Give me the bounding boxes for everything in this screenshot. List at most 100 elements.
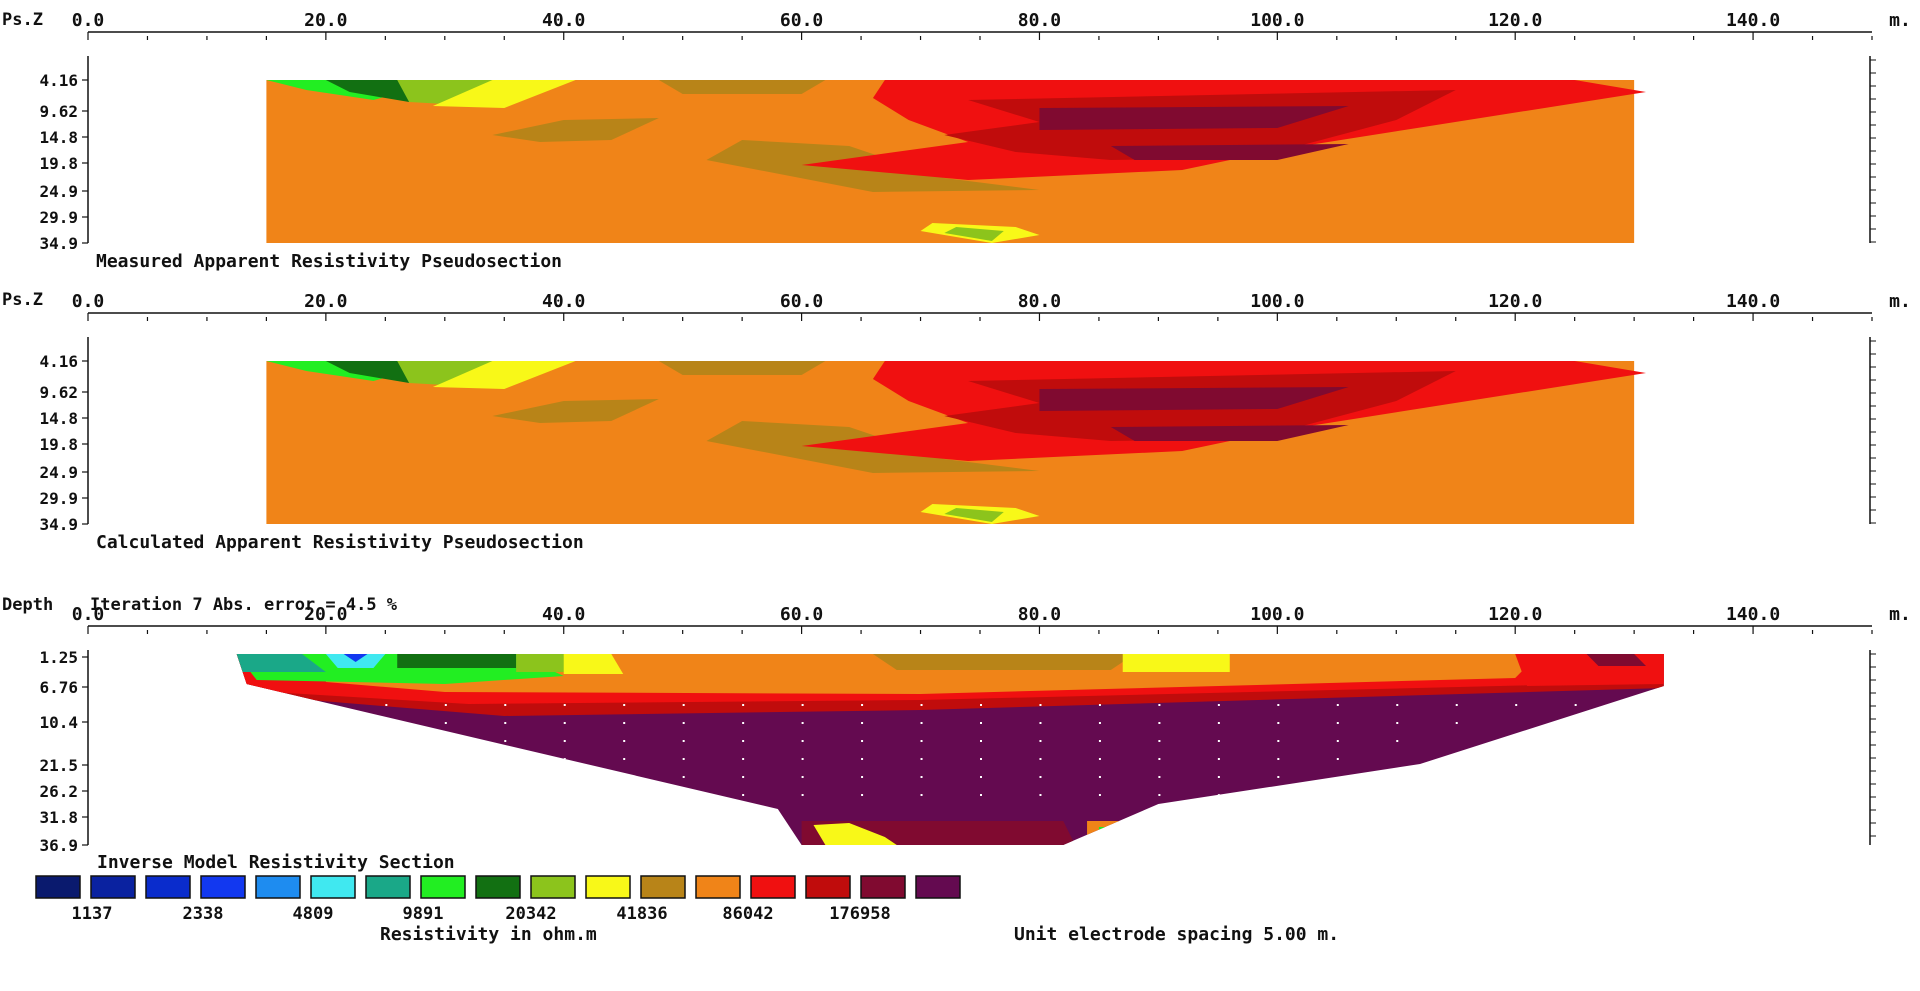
contour-band [343,654,368,662]
model-cell-point [1455,704,1458,706]
legend-value-label: 176958 [829,904,890,924]
model-cell-point [980,704,982,706]
x-tick-label: 40.0 [542,10,585,31]
contour-band [1110,144,1349,160]
model-cell-point [801,704,804,706]
model-cell-point [980,776,982,778]
y-tick-label: 4.16 [39,71,78,90]
x-tick-label: 140.0 [1726,291,1780,312]
model-cell-point [1098,776,1101,778]
model-cell-point [1098,794,1101,796]
legend-value-label: 4809 [293,904,334,924]
y-tick-label: 14.8 [39,409,78,428]
model-cell-point [980,740,982,742]
y-axis-title: Ps.Z [2,10,43,30]
legend-swatch [640,875,686,899]
legend-swatch [915,875,961,899]
model-cell-point [742,758,745,760]
model-cell-point [1336,704,1339,706]
x-tick-label: 80.0 [1018,10,1061,31]
model-cell-point [861,722,864,724]
model-cell-point [1336,758,1339,760]
model-cell-point [1217,740,1220,742]
legend-swatch [35,875,81,899]
model-cell-point [385,704,388,706]
contour-band [1515,654,1664,686]
legend-swatch [145,875,191,899]
legend-swatch [530,875,576,899]
contour-band [325,654,1539,694]
model-cell-point [623,758,626,760]
model-cell-point [920,794,923,796]
model-cell-point [1039,758,1042,760]
model-cell-point [801,776,804,778]
y-tick-label: 4.16 [39,352,78,371]
model-cell-point [504,722,507,724]
model-cell-point [742,704,745,706]
x-tick-label: 0.0 [72,604,105,625]
y-tick-label: 19.8 [39,435,78,454]
model-cell-point [861,776,864,778]
model-cell-point [682,722,685,724]
y-tick-label: 21.5 [39,756,78,775]
x-tick-label: 100.0 [1250,10,1304,31]
contour-band [1122,654,1230,672]
model-cell-point [623,776,626,778]
y-axis-title: Depth [2,595,53,615]
model-cell-point [920,758,923,760]
model-cell-point [1277,758,1280,760]
x-axis-unit: m. [1889,10,1911,31]
model-cell-point [861,758,864,760]
legend-swatch [805,875,851,899]
model-cell-point [623,704,626,706]
legend-swatch [310,875,356,899]
legend-swatch [255,875,301,899]
legend-value-label: 2338 [183,904,224,924]
model-cell-point [1336,722,1339,724]
model-cell-point [504,740,507,742]
model-cell-point [742,776,745,778]
model-cell-point [920,776,923,778]
contour-band [492,399,659,423]
model-cell-point [1277,704,1280,706]
x-tick-label: 0.0 [72,10,105,31]
section-title: Calculated Apparent Resistivity Pseudose… [96,532,584,553]
x-tick-label: 40.0 [542,291,585,312]
model-cell-point [980,758,982,760]
model-cell-point [920,722,923,724]
model-cell-point [1217,722,1220,724]
legend-title: Resistivity in ohm.m [380,924,597,945]
x-tick-label: 20.0 [304,10,347,31]
model-cell-point [1039,776,1042,778]
y-axis-title: Ps.Z [2,290,43,310]
model-cell-point [1039,794,1042,796]
model-cell-point [1158,740,1161,742]
model-cell-point [1158,704,1161,706]
model-cell-point [563,704,566,706]
legend-swatch [420,875,466,899]
model-cell-point [682,794,685,796]
contour-band [236,654,326,672]
legend-swatch [585,875,631,899]
contour-band [1098,827,1159,845]
x-tick-label: 0.0 [72,291,105,312]
x-tick-label: 20.0 [304,291,347,312]
y-tick-label: 29.9 [39,208,78,227]
model-cell-point [444,722,447,724]
x-tick-label: 60.0 [780,291,823,312]
y-tick-label: 19.8 [39,154,78,173]
legend-value-label: 9891 [403,904,444,924]
legend-value-label: 86042 [722,904,773,924]
contour-band [1110,833,1153,845]
y-tick-label: 34.9 [39,515,78,534]
x-tick-label: 120.0 [1488,291,1542,312]
model-cell-point [563,758,566,760]
contour-band [1110,425,1349,441]
model-cell-point [980,722,982,724]
model-cell-point [801,740,804,742]
x-axis-unit: m. [1889,604,1911,625]
model-cell-point [563,740,566,742]
model-cell-point [1098,704,1101,706]
model-cell-point [801,758,804,760]
